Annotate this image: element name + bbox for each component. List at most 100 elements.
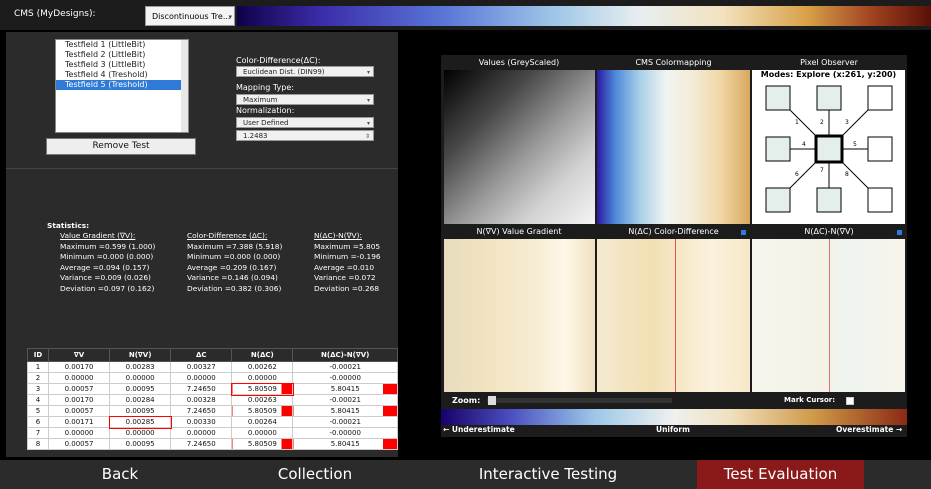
cms-select[interactable]: Discontinuous Tre... ▾ bbox=[145, 6, 235, 26]
stats-col-gradient: Value Gradient (∇V): Maximum =0.599 (1.0… bbox=[60, 231, 155, 294]
table-cell[interactable]: 0.00171 bbox=[47, 416, 111, 428]
cms-label: CMS (MyDesigns): bbox=[14, 9, 96, 19]
table-cell[interactable]: -0.00021 bbox=[292, 394, 398, 406]
list-item[interactable]: Testfield 1 (LittleBit) bbox=[65, 40, 146, 49]
column-header[interactable]: ID bbox=[27, 348, 49, 362]
row-id-cell[interactable]: 8 bbox=[27, 438, 49, 450]
zoom-slider-handle[interactable] bbox=[488, 396, 496, 405]
spinner-icon[interactable]: ⇕ bbox=[364, 133, 370, 140]
normalization-select[interactable]: User Defined ▾ bbox=[236, 117, 374, 128]
row-id-cell[interactable]: 1 bbox=[27, 361, 49, 373]
table-cell[interactable]: 7.24650 bbox=[170, 383, 233, 395]
table-cell[interactable]: 0.00330 bbox=[170, 416, 233, 428]
list-item[interactable]: Testfield 4 (Treshold) bbox=[65, 70, 148, 79]
interactive-testing-button[interactable]: Interactive Testing bbox=[478, 465, 618, 483]
maximize-icon[interactable] bbox=[741, 230, 746, 235]
column-header[interactable]: ∇V bbox=[47, 348, 111, 362]
table-cell[interactable]: 0.00000 bbox=[109, 372, 172, 384]
table-cell[interactable]: 5.80509 bbox=[231, 438, 294, 450]
table-cell[interactable]: 7.24650 bbox=[170, 438, 233, 450]
color-difference-canvas[interactable] bbox=[597, 239, 750, 392]
maximize-icon[interactable] bbox=[897, 230, 902, 235]
column-header[interactable]: N(∇V) bbox=[109, 348, 172, 362]
remove-test-button[interactable]: Remove Test bbox=[46, 138, 196, 155]
table-cell[interactable]: 0.00000 bbox=[231, 372, 294, 384]
table-cell[interactable]: 0.00000 bbox=[47, 372, 111, 384]
table-cell[interactable]: 0.00327 bbox=[170, 361, 233, 373]
table-cell[interactable]: -0.00021 bbox=[292, 361, 398, 373]
table-cell[interactable]: 0.00057 bbox=[47, 405, 111, 417]
back-button[interactable]: Back bbox=[101, 465, 139, 483]
column-header[interactable]: N(ΔC) bbox=[231, 348, 294, 362]
mapping-type-select[interactable]: Maximum ▾ bbox=[236, 94, 374, 105]
list-item-selected[interactable]: Testfield 5 (Treshold) bbox=[56, 80, 188, 90]
table-row[interactable]: 2 0.00000 0.00000 0.00000 0.00000 -0.00000 bbox=[27, 372, 398, 384]
table-cell[interactable]: 0.00000 bbox=[170, 427, 233, 439]
table-cell[interactable]: -0.00021 bbox=[292, 416, 398, 428]
table-cell[interactable]: 0.00262 bbox=[231, 361, 294, 373]
table-cell[interactable]: 0.00057 bbox=[47, 383, 111, 395]
table-cell[interactable]: 0.00264 bbox=[231, 416, 294, 428]
table-row[interactable]: 5 0.00057 0.00095 7.24650 5.80509 5.80415 bbox=[27, 405, 398, 417]
test-list[interactable]: Testfield 1 (LittleBit) Testfield 2 (Lit… bbox=[55, 39, 189, 133]
table-cell[interactable]: 5.80415 bbox=[292, 383, 398, 395]
colormap-preview bbox=[237, 6, 931, 26]
stat-line: Average =0.209 (0.167) bbox=[187, 262, 277, 272]
row-id-cell[interactable]: 7 bbox=[27, 427, 49, 439]
table-cell[interactable]: 5.80509 bbox=[231, 405, 294, 417]
normalization-number-input[interactable]: 1.2483 ⇕ bbox=[236, 130, 374, 141]
difference-line bbox=[675, 239, 676, 392]
table-cell[interactable]: 5.80415 bbox=[292, 438, 398, 450]
collection-button[interactable]: Collection bbox=[277, 465, 353, 483]
row-id-cell[interactable]: 2 bbox=[27, 372, 49, 384]
column-header[interactable]: N(ΔC)-N(∇V) bbox=[292, 348, 398, 362]
neighbor-label: 2 bbox=[820, 119, 824, 126]
table-row[interactable]: 8 0.00057 0.00095 7.24650 5.80509 5.80415 bbox=[27, 438, 398, 450]
table-cell[interactable]: 0.00057 bbox=[47, 438, 111, 450]
table-cell[interactable]: 0.00000 bbox=[47, 427, 111, 439]
table-cell[interactable]: 0.00000 bbox=[109, 427, 172, 439]
table-cell[interactable]: 7.24650 bbox=[170, 405, 233, 417]
mark-cursor-checkbox[interactable] bbox=[846, 397, 854, 405]
row-id-cell[interactable]: 5 bbox=[27, 405, 49, 417]
table-cell[interactable]: 0.00170 bbox=[47, 394, 111, 406]
color-difference-select[interactable]: Euclidean Dist. (DIN99) ▾ bbox=[236, 66, 374, 77]
table-cell[interactable]: 0.00000 bbox=[231, 427, 294, 439]
table-cell[interactable]: 0.00095 bbox=[109, 438, 172, 450]
table-cell[interactable]: 0.00285 bbox=[108, 415, 172, 429]
table-row[interactable]: 1 0.00170 0.00283 0.00327 0.00262 -0.00021 bbox=[27, 361, 398, 373]
row-id-cell[interactable]: 6 bbox=[27, 416, 49, 428]
table-cell[interactable]: 0.00328 bbox=[170, 394, 233, 406]
zoom-slider-track[interactable] bbox=[487, 398, 672, 403]
list-scrollbar[interactable] bbox=[181, 40, 188, 132]
n-difference-canvas[interactable] bbox=[752, 239, 905, 392]
mapping-type-label: Mapping Type: bbox=[236, 83, 294, 92]
table-cell[interactable]: 0.00283 bbox=[109, 361, 172, 373]
results-table[interactable]: ID ∇V N(∇V) ΔC N(ΔC) N(ΔC)-N(∇V) 1 0.0017… bbox=[27, 348, 398, 450]
table-row[interactable]: 6 0.00171 0.00285 0.00330 0.00264 -0.00021 bbox=[27, 415, 398, 429]
column-header[interactable]: ΔC bbox=[170, 348, 233, 362]
table-cell[interactable]: -0.00000 bbox=[292, 372, 398, 384]
table-row[interactable]: 7 0.00000 0.00000 0.00000 0.00000 -0.00000 bbox=[27, 427, 398, 439]
table-cell[interactable]: 5.80509 bbox=[230, 382, 294, 396]
row-id-cell[interactable]: 3 bbox=[27, 383, 49, 395]
table-cell[interactable]: 0.00284 bbox=[109, 394, 172, 406]
table-cell[interactable]: 0.00095 bbox=[109, 405, 172, 417]
table-cell[interactable]: 0.00170 bbox=[47, 361, 111, 373]
table-cell[interactable]: 0.00095 bbox=[109, 383, 172, 395]
values-greyscale-canvas[interactable] bbox=[444, 70, 595, 224]
table-cell[interactable]: 0.00000 bbox=[170, 372, 233, 384]
underestimate-label: ← Underestimate bbox=[443, 425, 515, 434]
list-item[interactable]: Testfield 2 (LittleBit) bbox=[65, 50, 146, 59]
table-cell[interactable]: -0.00000 bbox=[292, 427, 398, 439]
table-cell[interactable]: 0.00263 bbox=[231, 394, 294, 406]
color-difference-label: Color-Difference(ΔC): bbox=[236, 56, 321, 65]
table-cell[interactable]: 5.80415 bbox=[292, 405, 398, 417]
table-row[interactable]: 4 0.00170 0.00284 0.00328 0.00263 -0.00021 bbox=[27, 394, 398, 406]
cms-colormapping-canvas[interactable] bbox=[597, 70, 750, 224]
list-item[interactable]: Testfield 3 (LittleBit) bbox=[65, 60, 146, 69]
test-evaluation-tab[interactable]: Test Evaluation bbox=[697, 460, 864, 489]
row-id-cell[interactable]: 4 bbox=[27, 394, 49, 406]
gradient-canvas[interactable] bbox=[444, 239, 595, 392]
table-row[interactable]: 3 0.00057 0.00095 7.24650 5.80509 5.80415 bbox=[27, 382, 398, 396]
